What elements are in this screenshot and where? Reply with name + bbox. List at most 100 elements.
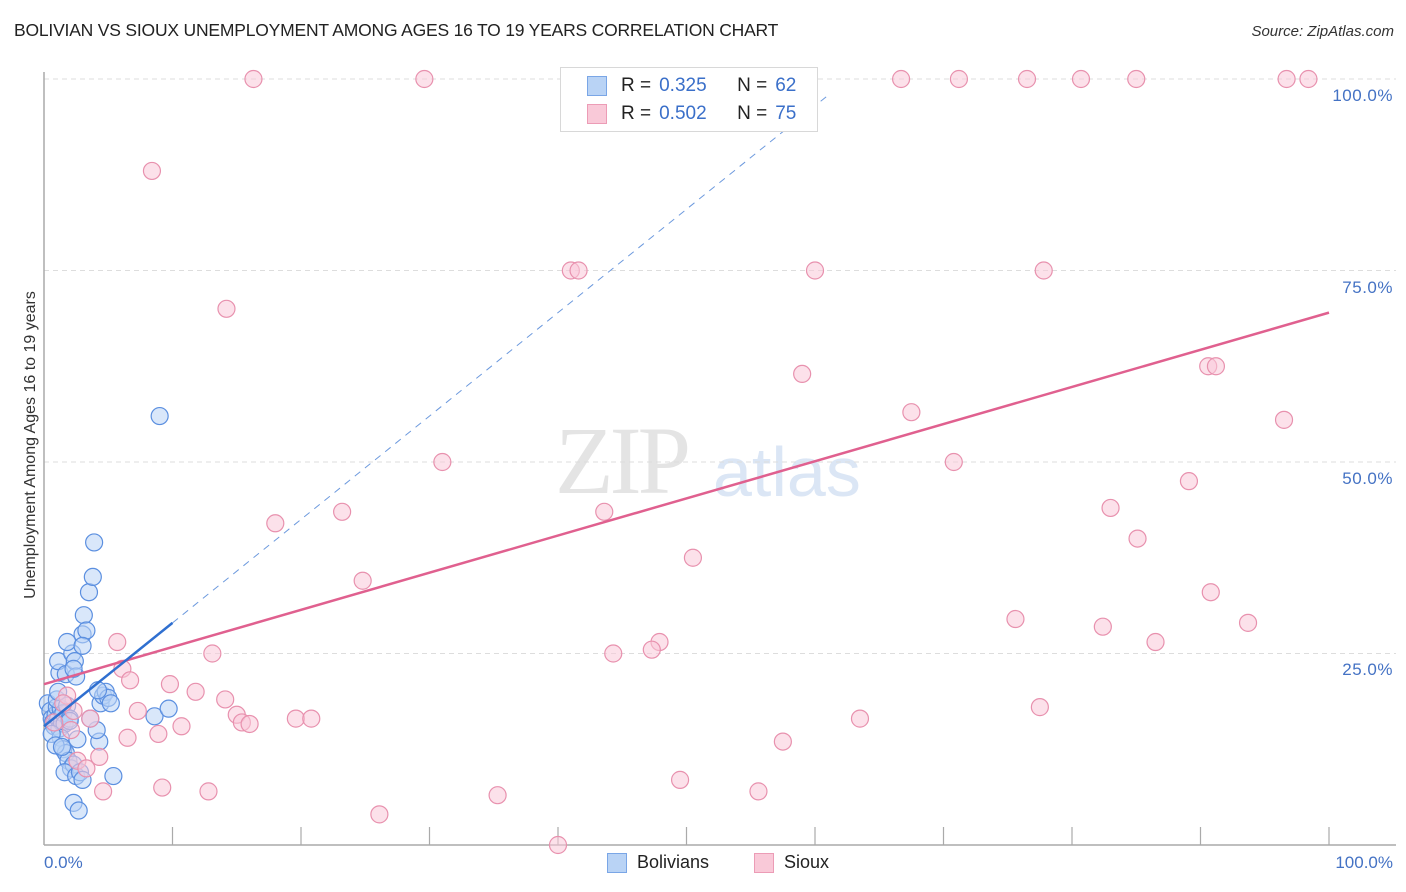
sioux-point [1006,609,1025,629]
gridlines [44,78,1396,654]
sioux-point [488,786,507,805]
bolivians-swatch-icon [587,76,607,96]
sioux-point [286,709,305,728]
sioux-point [142,161,162,181]
sioux-point [793,364,812,384]
sioux-point [370,805,389,824]
sioux-point [353,571,372,590]
sioux-point [45,713,64,732]
bolivians-swatch-icon [607,852,627,873]
legend-label-bolivians: Bolivians [637,852,710,872]
chart-title: BOLIVIAN VS SIOUX UNEMPLOYMENT AMONG AGE… [14,20,779,40]
sioux-point [1128,529,1147,548]
sioux-point [149,724,168,744]
sioux-point [773,732,792,751]
bolivian-point [52,737,72,757]
sioux-point [216,690,235,709]
y-tick-50: 50.0% [1342,469,1393,488]
sioux-point [172,717,191,736]
legend-row-sioux: R = 0.502 N = 75 [587,102,796,126]
sioux-point [160,675,180,694]
sioux-point [61,720,81,740]
sioux-point [94,782,113,801]
sioux-point [805,261,825,280]
sioux-point [81,709,100,728]
sioux-point [108,632,127,652]
sioux-points [45,69,1318,855]
sioux-point [433,452,452,472]
bolivian-point [145,707,164,726]
bolivian-point [85,533,104,552]
sioux-point [1093,617,1112,636]
legend-item-sioux[interactable]: Sioux [754,852,829,873]
sioux-point [77,759,96,778]
legend-row-bolivians: R = 0.325 N = 62 [587,74,796,98]
sioux-point [302,709,321,728]
bolivian-point [101,694,120,713]
sioux-point [1277,69,1296,89]
sioux-point [1206,357,1226,376]
sioux-point [1146,632,1165,652]
sioux-point [1127,69,1146,89]
sioux-trend-line [43,311,1330,686]
sioux-swatch-icon [587,104,607,124]
sioux-point [203,644,222,663]
sioux-point [266,514,285,533]
sioux-point [642,640,661,659]
bolivian-point [159,699,178,718]
y-tick-25: 25.0% [1342,660,1393,679]
bolivian-point [150,406,169,426]
sioux-point [186,682,205,701]
sioux-point [90,747,109,767]
watermark-zip: ZIP [555,407,691,514]
sioux-point [683,548,703,567]
sioux-point [244,69,263,89]
sioux-point [1274,410,1294,429]
bolivian-point [104,766,123,786]
bolivian-point [58,632,77,652]
bolivian-point [69,801,88,820]
x-tick-0: 0.0% [44,853,83,872]
r-value-bolivians: 0.325 [659,75,707,96]
sioux-point [749,782,768,801]
r-label: R = [621,75,652,96]
sioux-point [1299,69,1318,89]
y-tick-100: 100.0% [1332,86,1393,105]
sioux-point [902,403,921,422]
n-value-sioux: 75 [775,103,797,124]
sioux-point [153,778,172,797]
watermark-atlas: atlas [713,433,861,511]
bolivian-point [79,583,99,602]
r-label: R = [621,103,652,124]
sioux-swatch-icon [754,852,774,873]
sioux-point [604,644,623,663]
sioux-point [128,701,147,721]
x-tick-100: 100.0% [1335,853,1393,872]
sioux-point [217,299,236,318]
sioux-point [240,714,259,734]
y-tick-75: 75.0% [1342,278,1393,297]
legend-label-sioux: Sioux [784,852,830,872]
n-label: N = [737,75,768,96]
sioux-point [333,502,352,521]
sioux-point [1017,69,1037,89]
n-value-bolivians: 62 [775,75,797,96]
sioux-point [1030,698,1049,717]
bolivian-point [73,636,92,655]
sioux-point [949,69,969,89]
source-credit: Source: ZipAtlas.com [1251,23,1394,40]
legend-item-bolivians[interactable]: Bolivians [607,852,709,873]
bolivians-trend-extension [172,95,829,624]
correlation-legend: R = 0.325 N = 62 R = 0.502 N = 75 [560,67,818,132]
sioux-point [891,69,911,89]
sioux-point [1034,261,1053,280]
sioux-point [670,770,690,789]
sioux-point [595,502,614,521]
n-label: N = [737,103,768,124]
bolivians-trend-line [43,621,174,728]
sioux-point [415,69,434,89]
sioux-point [1071,69,1091,89]
bolivian-point [83,567,102,587]
sioux-point [944,452,963,472]
